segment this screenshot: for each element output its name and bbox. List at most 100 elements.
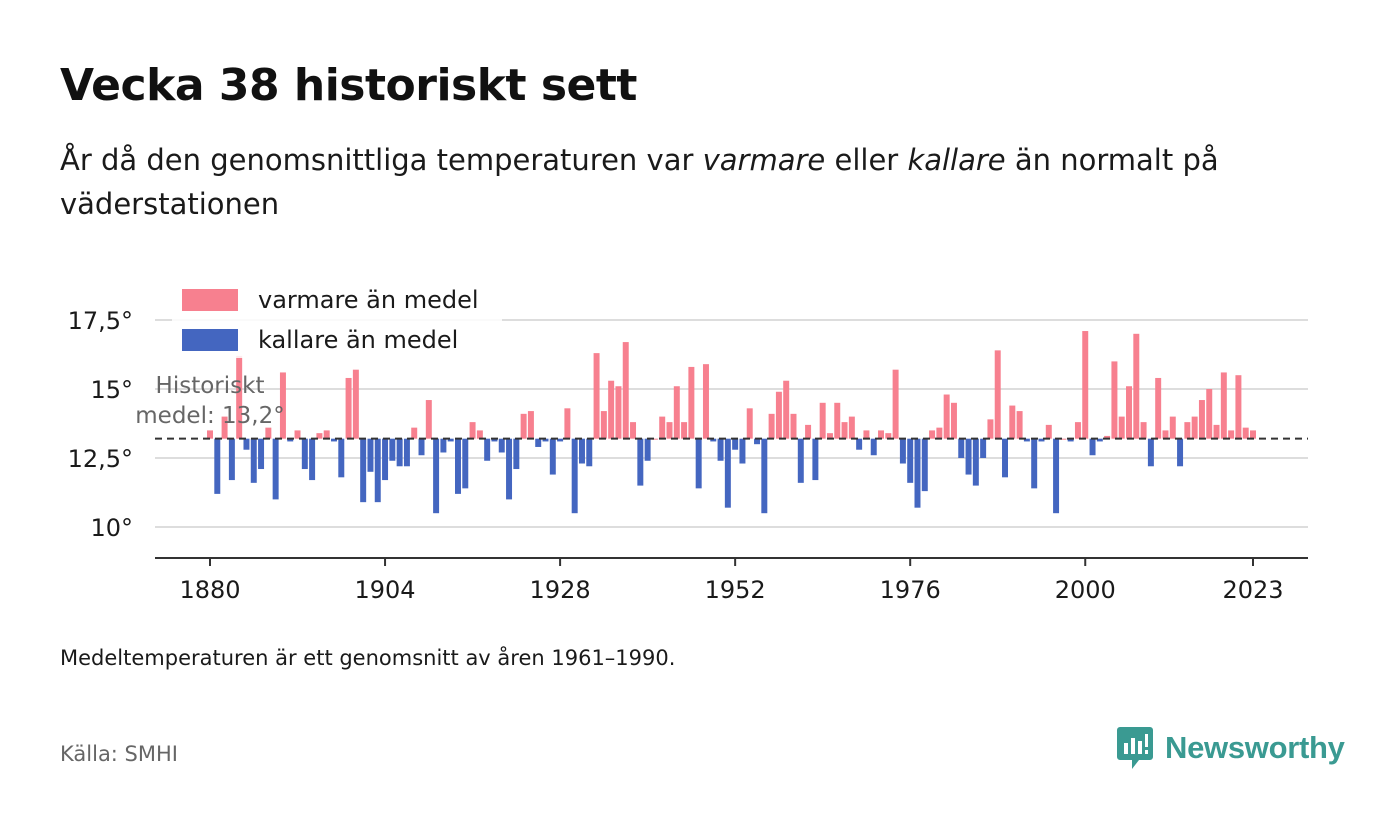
footnote: Medeltemperaturen är ett genomsnitt av å… xyxy=(60,646,676,670)
bar-warm xyxy=(783,380,790,439)
bar-cold xyxy=(732,438,739,450)
x-tick-label: 1880 xyxy=(179,576,240,604)
bar-warm xyxy=(943,394,950,439)
x-tick-label: 1952 xyxy=(705,576,766,604)
bar-warm xyxy=(826,433,833,439)
y-tick-label: 12,5° xyxy=(68,445,133,473)
bar-warm xyxy=(1155,377,1162,439)
bar-warm xyxy=(848,416,855,439)
bar-cold xyxy=(754,438,761,445)
bar-cold xyxy=(367,438,374,472)
bar-cold xyxy=(557,438,564,442)
bar-warm xyxy=(1250,430,1256,439)
bar-cold xyxy=(1002,438,1008,478)
y-tick-label: 15° xyxy=(90,376,133,404)
bar-cold xyxy=(433,438,440,514)
baseline-label-line-2: medel: 13,2° xyxy=(135,403,284,429)
bar-warm xyxy=(768,413,775,439)
bar-warm xyxy=(878,430,885,439)
bar-warm xyxy=(1104,435,1111,439)
bar-cold xyxy=(374,438,381,503)
bar-warm xyxy=(425,400,432,439)
bar-cold xyxy=(440,438,447,453)
bar-warm xyxy=(265,427,272,439)
newsworthy-logo-text: Newsworthy xyxy=(1165,730,1345,765)
bar-warm xyxy=(1206,389,1213,439)
bar-cold xyxy=(1089,438,1096,456)
bar-warm xyxy=(885,433,892,439)
bar-cold xyxy=(542,438,549,442)
bar-warm xyxy=(1060,438,1067,440)
bar-warm xyxy=(345,377,352,439)
bar-warm xyxy=(1111,361,1118,439)
bar-warm xyxy=(673,386,680,439)
bar-warm xyxy=(236,355,243,439)
bar-warm xyxy=(1140,422,1147,439)
bar-warm xyxy=(659,416,666,439)
bar-cold xyxy=(309,438,316,481)
bar-cold xyxy=(870,438,877,456)
bar-warm xyxy=(1126,386,1132,439)
bar-cold xyxy=(797,438,804,483)
bar-cold xyxy=(710,438,717,442)
y-tick-label: 10° xyxy=(90,514,133,542)
bar-cold xyxy=(578,438,585,464)
bar-warm xyxy=(615,386,622,439)
bar-cold xyxy=(301,438,308,470)
source-label: Källa: SMHI xyxy=(60,742,178,766)
bar-cold xyxy=(739,438,746,464)
bar-cold xyxy=(958,438,965,458)
bar-warm xyxy=(352,369,359,439)
bar-cold xyxy=(491,438,498,442)
subtitle-text-end: än normalt på väderstationen xyxy=(60,143,1219,221)
bar-cold xyxy=(899,438,906,464)
bar-warm xyxy=(746,408,753,439)
bar-cold xyxy=(272,438,279,500)
bar-cold xyxy=(447,438,454,442)
bar-cold xyxy=(1053,438,1060,514)
bar-cold xyxy=(389,438,396,461)
legend-warm-label: varmare än medel xyxy=(258,286,479,314)
bar-warm xyxy=(863,430,870,439)
bar-warm xyxy=(819,402,826,439)
bar-warm xyxy=(476,430,483,439)
bar-cold xyxy=(1067,438,1074,442)
bar-warm xyxy=(936,427,943,439)
bar-warm xyxy=(688,366,695,439)
x-tick-label: 2023 xyxy=(1222,576,1283,604)
bar-cold xyxy=(644,438,651,461)
bar-warm xyxy=(892,369,899,439)
bar-warm xyxy=(775,391,782,439)
legend-warm-swatch xyxy=(182,289,238,311)
bar-warm xyxy=(1235,375,1242,439)
bar-warm xyxy=(1198,400,1205,439)
subtitle-text-start: År då den genomsnittliga temperaturen va… xyxy=(60,143,703,177)
bar-warm xyxy=(622,342,629,439)
bar-cold xyxy=(1147,438,1154,467)
bar-warm xyxy=(702,364,709,439)
bar-cold xyxy=(462,438,469,489)
bar-warm xyxy=(950,402,957,439)
bar-warm xyxy=(834,402,841,439)
bar-warm xyxy=(1133,333,1140,439)
bar-cold xyxy=(549,438,556,475)
bar-cold xyxy=(637,438,644,486)
bar-warm xyxy=(221,416,228,439)
bar-warm xyxy=(630,422,637,439)
bar-cold xyxy=(965,438,972,475)
bar-cold xyxy=(761,438,768,514)
bar-warm xyxy=(1220,372,1227,439)
bar-cold xyxy=(506,438,513,500)
bar-warm xyxy=(790,413,797,439)
bar-cold xyxy=(907,438,914,483)
bar-cold xyxy=(382,438,389,481)
bar-cold xyxy=(972,438,979,486)
bar-warm xyxy=(805,424,812,439)
bar-cold xyxy=(1031,438,1038,489)
bar-warm xyxy=(279,372,286,439)
legend: varmare än medel kallare än medel xyxy=(172,285,502,358)
bar-warm xyxy=(1082,331,1089,439)
bar-cold xyxy=(287,438,294,442)
newsworthy-logo-icon xyxy=(1117,727,1153,769)
bar-cold xyxy=(258,438,265,470)
